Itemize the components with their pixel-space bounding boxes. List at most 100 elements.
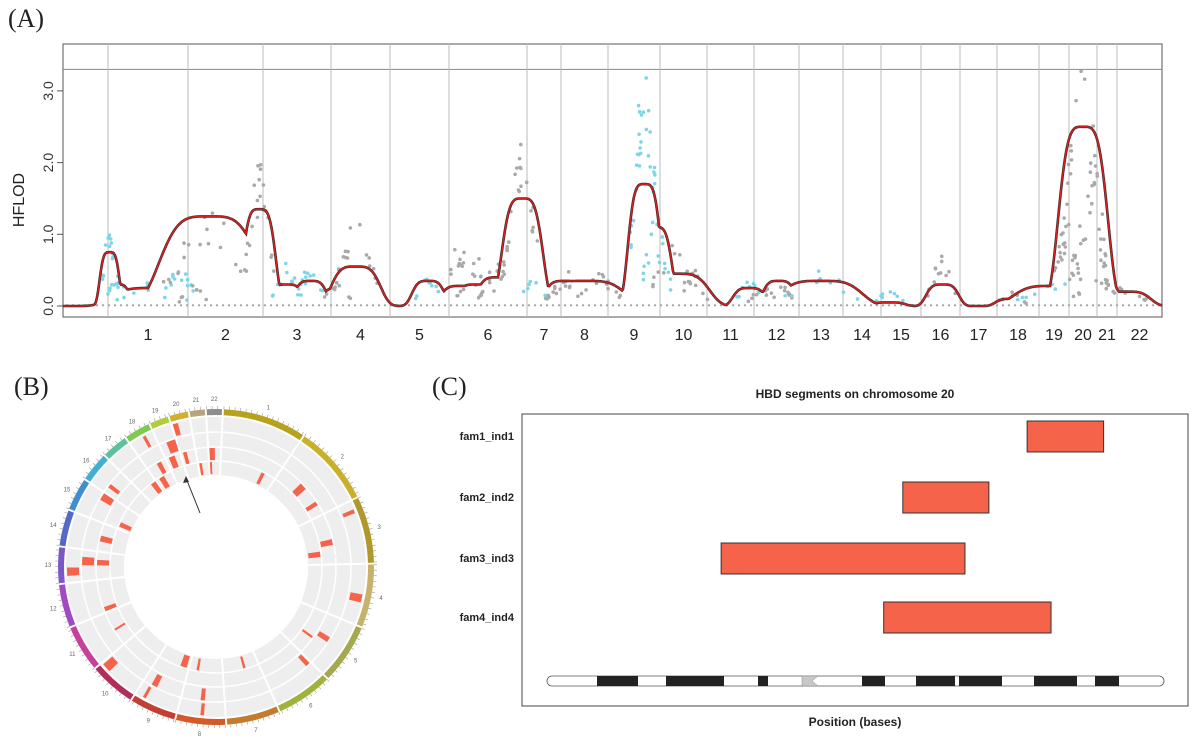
marker-point xyxy=(888,290,893,294)
circos-tick xyxy=(268,715,270,719)
circos-chromosome-label: 17 xyxy=(105,436,112,442)
circos-ideogram-segment xyxy=(131,695,176,720)
marker-point xyxy=(731,304,735,307)
marker-point xyxy=(887,304,891,307)
marker-point xyxy=(941,304,945,307)
marker-point xyxy=(600,272,605,277)
marker-point xyxy=(933,266,938,271)
marker-point xyxy=(206,241,211,246)
marker-point xyxy=(923,304,927,307)
circos-tick xyxy=(266,414,269,418)
marker-point xyxy=(652,181,657,186)
marker-point xyxy=(646,261,651,265)
row-label: fam4_ind4 xyxy=(460,612,515,624)
circos-tick xyxy=(70,634,74,637)
circos-chromosome-label: 14 xyxy=(50,523,57,529)
marker-point xyxy=(335,304,339,307)
circos-hbd-block xyxy=(82,556,95,566)
marker-point xyxy=(479,304,483,307)
circos-hbd-block xyxy=(256,472,265,485)
marker-point xyxy=(1058,250,1062,255)
marker-point xyxy=(769,291,774,295)
circos-tick xyxy=(61,522,65,525)
marker-point xyxy=(491,304,495,307)
marker-point xyxy=(1024,295,1028,300)
circos-divider xyxy=(266,441,301,492)
marker-point xyxy=(639,113,644,117)
circos-chromosome-label: 21 xyxy=(193,398,200,404)
marker-point xyxy=(648,130,652,134)
chromosome-label: 22 xyxy=(1131,327,1149,344)
circos-hbd-block xyxy=(156,461,167,475)
circos-tick xyxy=(250,409,253,414)
circos-tick xyxy=(272,416,274,420)
marker-point xyxy=(551,304,555,307)
circos-tick xyxy=(256,411,258,415)
circos-chromosome-label: 12 xyxy=(50,607,57,613)
marker-point xyxy=(324,292,329,296)
marker-point xyxy=(863,304,867,307)
marker-point xyxy=(815,304,819,307)
marker-point xyxy=(531,225,535,230)
marker-point xyxy=(1075,262,1080,266)
marker-point xyxy=(505,247,509,251)
circos-chromosome-label: 6 xyxy=(309,704,313,710)
circos-tick xyxy=(262,717,265,721)
marker-point xyxy=(296,286,301,291)
marker-point xyxy=(650,220,655,225)
marker-point xyxy=(1071,273,1076,278)
marker-point xyxy=(113,304,117,307)
circos-tick xyxy=(141,707,144,711)
circos-ideogram-segment xyxy=(59,584,76,627)
marker-point xyxy=(1037,304,1041,307)
marker-point xyxy=(258,162,263,167)
marker-point xyxy=(661,271,666,275)
marker-point xyxy=(502,263,507,267)
chromosome-label: 1 xyxy=(144,327,153,344)
circos-chromosome-label: 1 xyxy=(267,405,271,411)
marker-point xyxy=(1079,304,1083,307)
marker-point xyxy=(752,283,757,288)
marker-point xyxy=(190,284,195,288)
marker-point xyxy=(115,297,120,302)
circos-tick xyxy=(366,517,370,519)
marker-point xyxy=(668,277,673,281)
marker-point xyxy=(855,297,860,301)
chromosome-label: 13 xyxy=(812,327,830,344)
marker-point xyxy=(1068,143,1073,148)
circos-tick xyxy=(367,522,371,525)
circos-tick xyxy=(62,615,66,618)
marker-point xyxy=(205,227,209,232)
circos-divider xyxy=(75,511,131,535)
marker-point xyxy=(635,304,639,307)
marker-point xyxy=(513,172,517,177)
circos-chromosome-label: 8 xyxy=(198,732,202,738)
marker-point xyxy=(656,270,661,274)
circos-tick xyxy=(124,434,127,438)
marker-point xyxy=(1105,278,1109,283)
marker-point xyxy=(261,183,266,187)
marker-point xyxy=(599,304,603,307)
marker-point xyxy=(1137,294,1142,299)
marker-point xyxy=(646,108,651,113)
marker-point xyxy=(665,304,669,307)
marker-point xyxy=(311,304,315,307)
marker-point xyxy=(713,304,717,307)
marker-point xyxy=(705,297,710,302)
chromosome-label: 19 xyxy=(1045,327,1063,344)
circos-tick xyxy=(286,708,289,712)
ideogram-band xyxy=(597,676,638,686)
marker-point xyxy=(959,304,963,307)
marker-point xyxy=(285,270,289,275)
marker-point xyxy=(499,277,503,281)
marker-point xyxy=(449,267,453,272)
marker-point xyxy=(293,304,297,307)
marker-point xyxy=(122,295,126,300)
marker-point xyxy=(1013,304,1017,307)
marker-point xyxy=(238,269,243,274)
circos-tick xyxy=(75,487,79,490)
marker-point xyxy=(668,288,673,292)
marker-point xyxy=(95,304,99,307)
marker-point xyxy=(892,291,897,296)
marker-point xyxy=(1058,255,1063,259)
